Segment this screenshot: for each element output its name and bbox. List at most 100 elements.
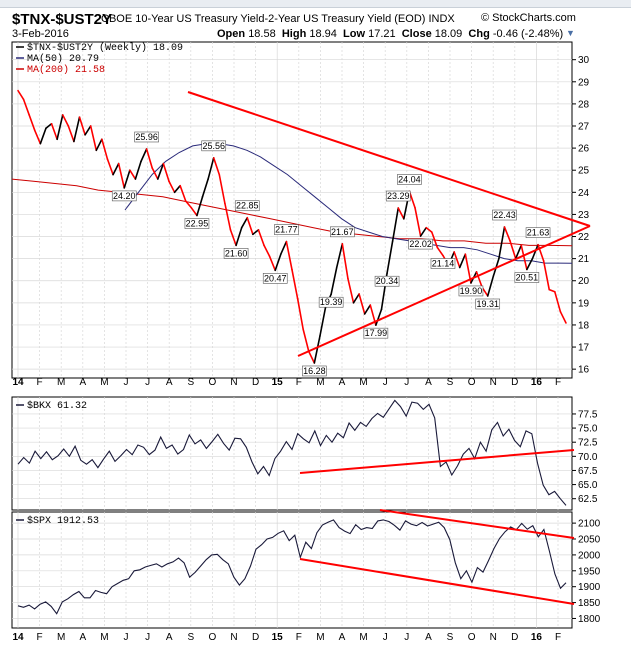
x-tick-label: N (230, 377, 237, 388)
x-tick-label: 15 (272, 377, 284, 388)
ma200-line (11, 178, 573, 247)
price-segment (341, 243, 349, 280)
bkx-trendline (299, 449, 575, 474)
price-segment (330, 266, 338, 296)
price-segment (218, 173, 226, 205)
data-label-text: 22.43 (493, 210, 516, 220)
data-label: 21.67 (330, 226, 355, 238)
price-segment (313, 335, 321, 364)
x-tick-label: S (187, 377, 194, 388)
x-tick-label: F (555, 632, 561, 643)
price-segment (414, 206, 422, 237)
data-label-box (262, 273, 288, 284)
price-segment (50, 122, 58, 141)
price-segment (419, 226, 428, 237)
chart-header: $TNX-$UST2Y CBOE 10-Year US Treasury Yie… (0, 7, 631, 40)
x-tick-label: M (316, 632, 324, 643)
price-segment (162, 162, 170, 183)
x-tick-label: J (383, 632, 388, 643)
data-label-box (318, 296, 344, 308)
data-label-text: 19.31 (476, 299, 499, 309)
data-label: 16.28 (302, 365, 327, 377)
price-segment (537, 243, 545, 262)
price-segment (246, 216, 254, 236)
price-segment (263, 244, 271, 258)
x-tick-label: S (447, 377, 454, 388)
spx-lower-trendline (299, 558, 575, 605)
price-segment (212, 157, 221, 176)
price-segment (548, 288, 556, 293)
data-label: 21.77 (274, 224, 299, 235)
price-segment (335, 243, 344, 269)
data-label: 19.31 (475, 298, 501, 310)
data-label: 24.20 (111, 190, 137, 202)
price-segment (168, 180, 176, 194)
y-tick-label: 29 (578, 77, 590, 88)
price-segment (129, 169, 137, 180)
data-label-box (274, 224, 299, 235)
price-segment (201, 178, 209, 198)
price-segment (430, 231, 439, 249)
data-label-box (475, 298, 501, 310)
data-label: 20.34 (374, 275, 400, 287)
data-label: 24.04 (397, 174, 422, 185)
data-label-text: 20.51 (516, 272, 539, 282)
x-tick-label: O (209, 632, 217, 643)
data-label-box (363, 327, 389, 339)
y-tick-label: 1850 (578, 598, 601, 609)
y-tick-label: 16 (578, 365, 590, 376)
x-tick-label: M (100, 632, 108, 643)
y-tick-label: 2050 (578, 535, 601, 546)
data-label-text: 25.56 (202, 141, 225, 151)
x-tick-label: A (339, 377, 346, 388)
data-label-box (134, 131, 159, 143)
spx-panel-frame (11, 511, 573, 629)
data-label: 22.02 (408, 238, 433, 250)
y-tick-label: 24 (578, 188, 590, 199)
price-segment (229, 229, 237, 247)
x-tick-label: S (447, 632, 454, 643)
x-tick-label: M (359, 377, 367, 388)
data-label: 22.43 (492, 209, 517, 221)
price-segment (526, 257, 534, 271)
x-tick-label: F (37, 377, 43, 388)
x-tick-label: M (57, 632, 65, 643)
price-segment (28, 114, 36, 132)
data-label: 19.90 (458, 285, 484, 297)
data-label-box (514, 272, 540, 283)
data-label-box (458, 285, 484, 297)
x-tick-label: M (359, 632, 367, 643)
chevron-down-icon[interactable]: ▼ (566, 28, 575, 38)
x-tick-label: F (555, 377, 561, 388)
price-segment (307, 350, 316, 364)
price-segment (503, 226, 511, 242)
chart-symbol: $TNX-$UST2Y (12, 11, 113, 28)
x-tick-label: D (252, 377, 259, 388)
y-tick-label: 28 (578, 99, 590, 110)
price-segment (224, 202, 232, 231)
y-tick-label: 72.5 (578, 438, 598, 449)
data-label: 25.96 (134, 131, 159, 143)
data-label-box (302, 365, 327, 377)
price-segment (235, 226, 243, 247)
legend-entry: $BKX 61.32 (27, 400, 87, 412)
data-label: 19.39 (318, 296, 344, 308)
price-segment (112, 162, 120, 176)
price-segment (140, 148, 148, 163)
data-label-box (330, 226, 355, 238)
price-segment (67, 125, 75, 143)
price-segment (78, 116, 86, 136)
x-tick-label: J (383, 377, 388, 388)
price-segment (296, 297, 304, 331)
chart-date: 3-Feb-2016 (12, 28, 69, 40)
price-segment (458, 253, 467, 269)
stockcharts-brand[interactable]: © StockCharts.com (481, 12, 576, 24)
x-tick-label: A (79, 377, 86, 388)
legend-entry: $TNX-$UST2Y (Weekly) 18.09 (27, 42, 183, 54)
price-segment (184, 200, 193, 209)
x-tick-label: J (124, 377, 129, 388)
x-tick-label: A (166, 377, 173, 388)
y-tick-label: 23 (578, 210, 590, 221)
y-tick-label: 19 (578, 298, 590, 309)
price-segment (84, 125, 92, 136)
